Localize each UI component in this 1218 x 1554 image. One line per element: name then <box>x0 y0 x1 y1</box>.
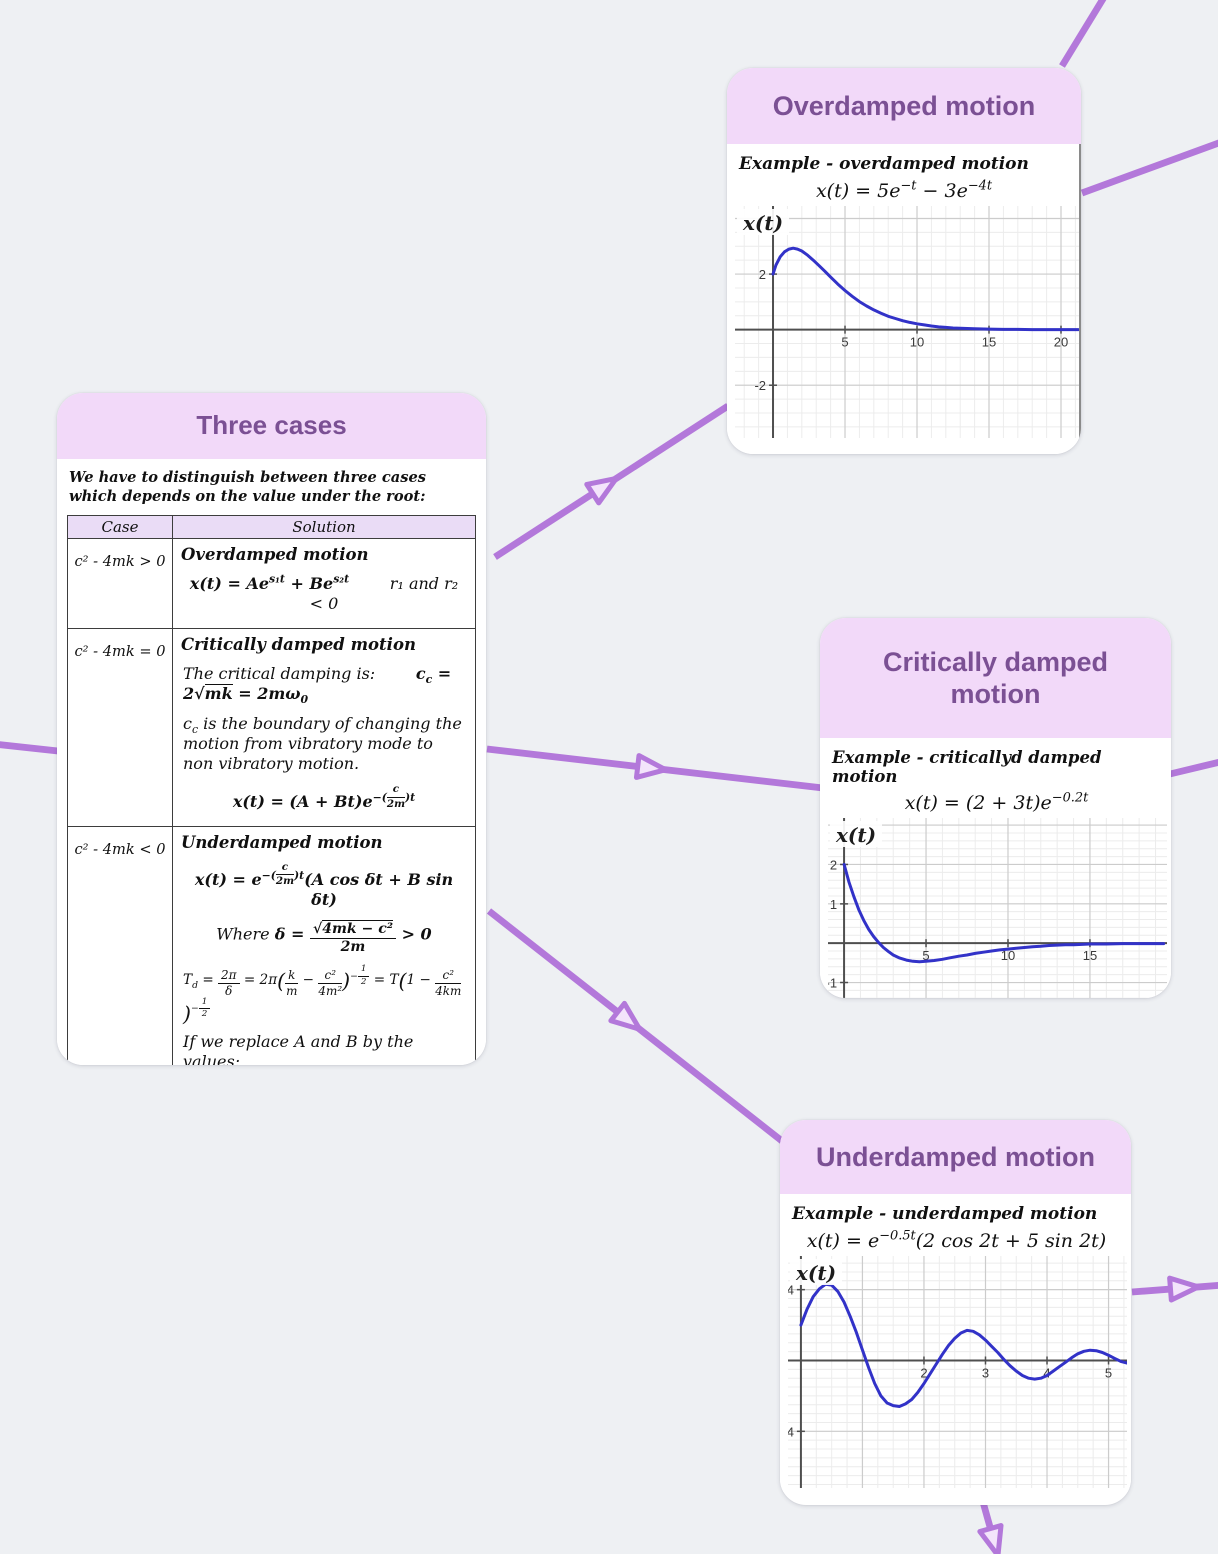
solution-title: Underdamped motion <box>181 833 383 853</box>
card-overdamped-header: Overdamped motion <box>727 68 1081 144</box>
formula-line: x(t) = Aes₁t + Bes₂t r₁ and r₂ < 0 <box>189 573 464 614</box>
svg-text:5: 5 <box>841 335 848 350</box>
svg-text:15: 15 <box>982 335 996 350</box>
card-three-cases-body: We have to distinguish between three cas… <box>57 459 486 1065</box>
formula-line: x(t) = e−(c 2m)t(A cos δt + B sin δt) <box>194 861 459 909</box>
card-overdamped-body: Example - overdamped motion x(t) = 5e−t … <box>727 144 1081 454</box>
critically-graph: 5 10 15 2 1 -1 x(t) <box>828 818 1167 998</box>
svg-text:5: 5 <box>1105 1365 1112 1380</box>
card-underdamped-title: Underdamped motion <box>815 1141 1095 1172</box>
solution-title: Critically damped motion <box>181 635 416 655</box>
cases-table: Case Solution c² - 4mk > 0 Overdamped mo… <box>67 515 476 1065</box>
svg-text:x(t): x(t) <box>835 823 876 847</box>
svg-text:x(t): x(t) <box>742 211 783 235</box>
card-three-cases-title: Three cases <box>196 410 347 441</box>
card-underdamped-body: Example - underdamped motion x(t) = e−0.… <box>780 1194 1131 1492</box>
overdamped-graph: 5 10 15 20 2 -2 x(t) <box>735 206 1079 438</box>
connector-line[interactable] <box>0 741 59 755</box>
connector-line[interactable] <box>1169 758 1218 778</box>
overdamped-example-title: Example - overdamped motion <box>739 154 1029 174</box>
card-three-cases-header: Three cases <box>57 393 486 459</box>
svg-text:5: 5 <box>922 948 929 963</box>
arrowhead-icon <box>584 475 619 506</box>
svg-text:2: 2 <box>830 857 837 872</box>
card-overdamped-title: Overdamped motion <box>772 90 1036 121</box>
formula-line: Where δ = √4mk − c² 2m > 0 <box>216 919 432 956</box>
underdamped-graph: 2 3 4 5 4 -4 x(t) <box>788 1256 1127 1488</box>
case-condition: c² - 4mk < 0 <box>67 826 173 1065</box>
table-row-underdamped: c² - 4mk < 0 Underdamped motion x(t) = e… <box>67 826 476 1065</box>
svg-text:4: 4 <box>1043 1365 1050 1380</box>
solution-content: x(t) = e−(c 2m)t(A cos δt + B sin δt) Wher… <box>181 862 467 1065</box>
card-critically-damped-title: Critically damped motion <box>882 646 1109 709</box>
svg-text:1: 1 <box>830 897 837 912</box>
connector-line[interactable] <box>486 745 824 792</box>
solution-column-header: Solution <box>172 515 476 540</box>
formula-line: The critical damping is: cc = 2√mk = 2mω… <box>183 664 457 707</box>
formula-line: Td = 2π δ = 2π(k m − c² 4m²)− 1 2 = T(1 − c² 4… <box>183 964 462 1026</box>
connector-line[interactable] <box>1080 139 1218 197</box>
arrowhead-icon <box>608 1000 643 1032</box>
critically-equation: x(t) = (2 + 3t)e−0.2t <box>904 790 1089 814</box>
svg-text:3: 3 <box>982 1365 989 1380</box>
solution-cell: Overdamped motion x(t) = Aes₁t + Bes₂t r… <box>172 538 476 630</box>
svg-text:-2: -2 <box>754 378 766 393</box>
connector-line[interactable] <box>486 908 799 1155</box>
card-overdamped[interactable]: Overdamped motion Example - overdamped m… <box>727 68 1081 454</box>
svg-text:10: 10 <box>910 335 924 350</box>
arrowhead-icon <box>977 1523 1004 1554</box>
table-row-critically: c² - 4mk = 0 Critically damped motion Th… <box>67 628 476 828</box>
case-column-header: Case <box>67 515 173 540</box>
arrowhead-icon <box>1167 1275 1201 1303</box>
svg-text:x(t): x(t) <box>795 1261 836 1285</box>
svg-text:4: 4 <box>788 1283 794 1298</box>
card-critically-damped-body: Example - criticallyd damped motion x(t)… <box>820 738 1171 998</box>
case-condition: c² - 4mk = 0 <box>67 628 173 828</box>
formula-line: x(t) = (A + Bt)e−(c 2m)t <box>232 783 416 812</box>
formula-line: If we replace A and B by the values: <box>183 1031 419 1065</box>
card-underdamped[interactable]: Underdamped motion Example - underdamped… <box>780 1120 1131 1505</box>
card-critically-damped-header: Critically damped motion <box>820 618 1171 738</box>
card-underdamped-header: Underdamped motion <box>780 1120 1131 1194</box>
overdamped-equation: x(t) = 5e−t − 3e−4t <box>815 178 993 202</box>
solution-title: Overdamped motion <box>181 545 369 565</box>
svg-text:2: 2 <box>920 1365 927 1380</box>
solution-content: The critical damping is: cc = 2√mk = 2mω… <box>181 664 467 812</box>
underdamped-equation: x(t) = e−0.5t(2 cos 2t + 5 sin 2t) <box>806 1228 1107 1252</box>
card-critically-damped[interactable]: Critically damped motion Example - criti… <box>820 618 1171 998</box>
svg-text:-4: -4 <box>788 1424 794 1439</box>
svg-text:10: 10 <box>1001 948 1015 963</box>
connector-line[interactable] <box>1059 0 1107 68</box>
connector-line[interactable] <box>977 1501 1009 1554</box>
formula-line: cc is the boundary of changing the motio… <box>183 714 467 774</box>
critically-example-title: Example - criticallyd damped motion <box>832 748 1102 786</box>
case-condition: c² - 4mk > 0 <box>67 538 173 630</box>
svg-text:2: 2 <box>759 267 766 282</box>
connector-line[interactable] <box>493 403 730 560</box>
svg-text:20: 20 <box>1054 335 1068 350</box>
arrowhead-icon <box>633 753 669 780</box>
svg-text:15: 15 <box>1083 948 1097 963</box>
table-row-overdamped: c² - 4mk > 0 Overdamped motion x(t) = Ae… <box>67 538 476 630</box>
solution-cell: Critically damped motion The critical da… <box>172 628 476 828</box>
table-header-row: Case Solution <box>67 515 476 540</box>
solution-content: x(t) = Aes₁t + Bes₂t r₁ and r₂ < 0 <box>181 574 467 614</box>
connector-line[interactable] <box>1131 1275 1218 1303</box>
underdamped-example-title: Example - underdamped motion <box>792 1204 1098 1224</box>
card-three-cases[interactable]: Three cases We have to distinguish betwe… <box>57 393 486 1065</box>
svg-text:-1: -1 <box>828 976 837 991</box>
three-cases-intro: We have to distinguish between three cas… <box>69 469 426 505</box>
solution-cell: Underdamped motion x(t) = e−(c 2m)t(A cos… <box>172 826 476 1065</box>
